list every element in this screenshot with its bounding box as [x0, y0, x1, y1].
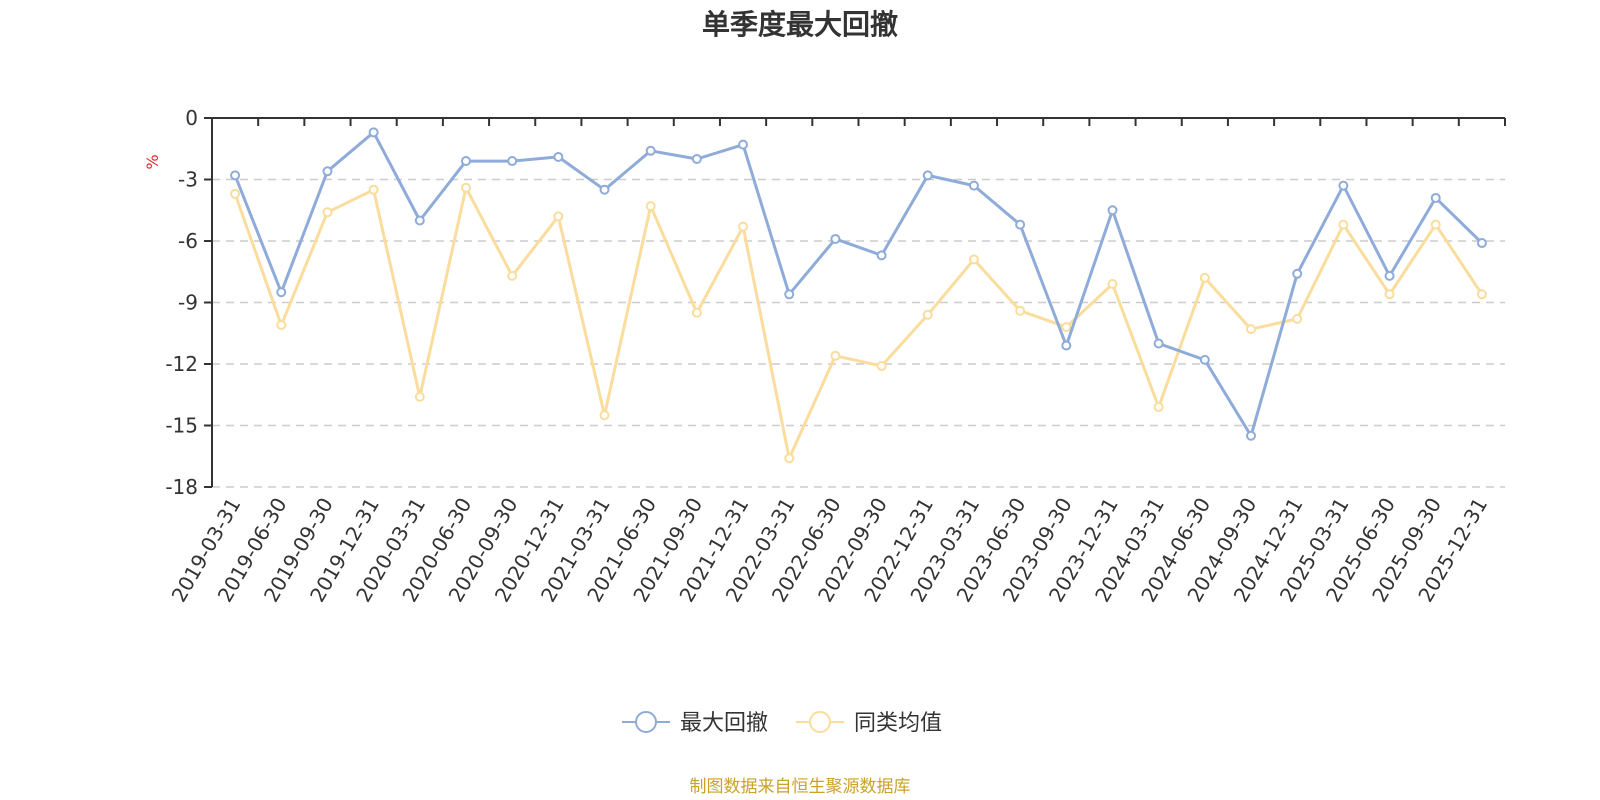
- source-note: 制图数据来自恒生聚源数据库: [690, 777, 911, 797]
- data-point[interactable]: [1153, 338, 1164, 349]
- legend-marker[interactable]: [809, 711, 831, 733]
- data-point[interactable]: [1061, 340, 1072, 351]
- data-point[interactable]: [414, 391, 425, 402]
- data-point[interactable]: [322, 166, 333, 177]
- data-point[interactable]: [599, 410, 610, 421]
- data-point[interactable]: [599, 184, 610, 195]
- data-point[interactable]: [830, 233, 841, 244]
- data-point[interactable]: [1292, 313, 1303, 324]
- data-point[interactable]: [738, 139, 749, 150]
- data-point[interactable]: [1107, 205, 1118, 216]
- data-point[interactable]: [507, 156, 518, 167]
- data-point[interactable]: [1246, 430, 1257, 441]
- data-point[interactable]: [1292, 268, 1303, 279]
- data-point[interactable]: [276, 287, 287, 298]
- data-point[interactable]: [968, 180, 979, 191]
- data-point[interactable]: [1153, 402, 1164, 413]
- data-point[interactable]: [276, 320, 287, 331]
- data-point[interactable]: [230, 170, 241, 181]
- data-point[interactable]: [1476, 289, 1487, 300]
- legend-label[interactable]: 同类均值: [854, 711, 942, 736]
- y-tick-label: -9: [178, 291, 198, 315]
- series-line: [233, 186, 1484, 460]
- legend-label[interactable]: 最大回撤: [680, 711, 768, 736]
- data-point[interactable]: [691, 307, 702, 318]
- legend-marker[interactable]: [635, 711, 657, 733]
- data-point[interactable]: [460, 156, 471, 167]
- y-tick-label: -3: [178, 168, 198, 192]
- data-point[interactable]: [1430, 192, 1441, 203]
- data-point[interactable]: [1338, 180, 1349, 191]
- data-point[interactable]: [553, 211, 564, 222]
- data-point[interactable]: [1015, 219, 1026, 230]
- data-point[interactable]: [368, 184, 379, 195]
- data-point[interactable]: [691, 154, 702, 164]
- y-tick-label: 0: [185, 106, 198, 130]
- data-point[interactable]: [1199, 354, 1210, 365]
- data-point[interactable]: [1246, 324, 1257, 335]
- data-point[interactable]: [1015, 305, 1026, 316]
- y-tick-label: -18: [165, 475, 198, 499]
- data-point[interactable]: [553, 151, 564, 162]
- data-point[interactable]: [322, 207, 333, 218]
- data-point[interactable]: [876, 250, 887, 261]
- data-point[interactable]: [1338, 219, 1349, 230]
- data-point[interactable]: [1199, 272, 1210, 283]
- y-tick-label: -12: [165, 352, 198, 376]
- data-point[interactable]: [784, 289, 795, 300]
- data-point[interactable]: [230, 188, 241, 199]
- chart-title: 单季度最大回撤: [702, 8, 898, 41]
- data-point[interactable]: [1061, 322, 1072, 333]
- data-point[interactable]: [368, 127, 379, 138]
- data-point[interactable]: [414, 215, 425, 226]
- data-point[interactable]: [1430, 219, 1441, 230]
- data-point[interactable]: [507, 270, 518, 281]
- data-point[interactable]: [1384, 289, 1395, 300]
- data-point[interactable]: [738, 221, 749, 232]
- y-tick-label: -6: [178, 229, 198, 253]
- data-point[interactable]: [1107, 279, 1118, 290]
- data-point[interactable]: [830, 350, 841, 361]
- data-point[interactable]: [1384, 270, 1395, 281]
- series-line: [233, 130, 1483, 438]
- data-point[interactable]: [784, 453, 795, 464]
- data-point[interactable]: [922, 309, 933, 320]
- data-point[interactable]: [922, 170, 933, 181]
- data-point[interactable]: [645, 201, 656, 212]
- data-point[interactable]: [968, 254, 979, 265]
- data-point[interactable]: [1476, 238, 1487, 249]
- data-point[interactable]: [645, 145, 656, 156]
- series-layer: [230, 127, 1487, 464]
- y-axis-unit: %: [143, 154, 162, 169]
- y-tick-label: -15: [165, 414, 198, 438]
- data-point[interactable]: [460, 182, 471, 193]
- legend[interactable]: 最大回撤 同类均值: [622, 711, 942, 736]
- data-point[interactable]: [876, 361, 887, 372]
